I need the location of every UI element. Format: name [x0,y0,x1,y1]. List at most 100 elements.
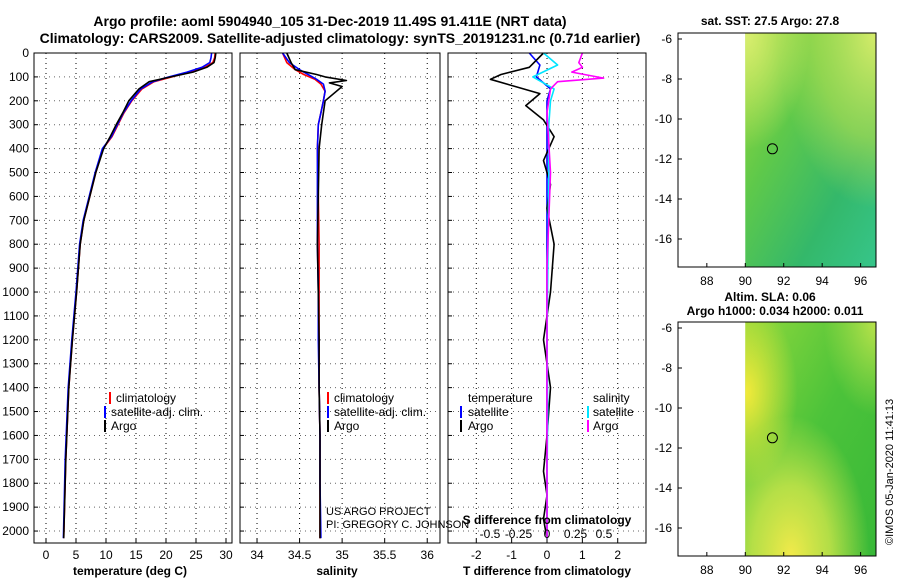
sst-lat-tick-labels: -6 -8 -10 -12 -14 -16 [655,32,682,246]
depth-tick-label: 1700 [2,452,29,466]
depth-tick-label: 300 [9,118,29,132]
difference-legend-salinity: salinity satellite Argo [587,391,634,433]
legend-climatology: climatology [116,391,176,405]
temperature-x-tick-labels: 0 5 10 15 20 25 30 [43,539,233,562]
x-tick-label: -2 [471,548,482,562]
temperature-panel: 0100200300400500600700800900100011001200… [2,46,233,578]
legend-swatch-s-argo [587,420,589,432]
temperature-series [62,52,217,539]
x-tick-label: 0 [544,548,551,562]
legend-s-satellite: satellite [593,405,634,419]
x-tick-label: 25 [189,548,203,562]
lat-tick-label: -14 [655,481,673,495]
depth-tick-label: 100 [9,70,29,84]
temperature-xlabel: temperature (deg C) [73,564,187,578]
sst-map-title: sat. SST: 27.5 Argo: 27.8 [701,14,840,28]
legend-t-argo: Argo [468,419,494,433]
lat-tick-label: -10 [655,401,673,415]
lon-tick-label: 90 [739,563,753,577]
temperature-legend: climatology satellite-adj. clim. Argo [104,391,203,433]
s-tick-label: -0.25 [505,527,533,541]
x-tick-label: 0 [43,548,50,562]
s-tick-label: 0.5 [596,527,613,541]
lon-tick-label: 96 [854,274,868,288]
legend-swatch-argo [104,420,106,432]
depth-tick-label: 1800 [2,476,29,490]
depth-tick-label: 500 [9,166,29,180]
depth-tick-label: 1300 [2,357,29,371]
salinity-frame [239,52,441,544]
sst-map-frame [677,32,877,268]
depth-tick-label: 200 [9,94,29,108]
temperature-frame [33,52,233,544]
depth-tick-label: 800 [9,237,29,251]
lon-tick-label: 92 [777,563,791,577]
argo-position-marker [766,143,778,155]
salinity-grid [240,52,440,543]
project-annotation: US ARGO PROJECT [326,506,431,518]
lat-tick-label: -6 [661,321,672,335]
depth-tick-label: 1600 [2,428,29,442]
lat-tick-label: -12 [655,441,673,455]
lat-tick-label: -12 [655,152,673,166]
legend-climatology: climatology [334,391,394,405]
lon-tick-label: 94 [815,274,829,288]
sst-field [745,33,876,267]
lat-tick-label: -16 [655,232,673,246]
depth-tick-label: 400 [9,142,29,156]
legend-argo: Argo [334,419,360,433]
depth-tick-label: 700 [9,213,29,227]
temperature-grid [34,52,232,543]
imos-credit: ©IMOS 05-Jan-2020 11:41:13 [884,399,896,545]
depth-tick-label: 1200 [2,333,29,347]
series-line-argo [286,52,348,539]
x-tick-label: -1 [506,548,517,562]
sla-lat-tick-labels: -6 -8 -10 -12 -14 -16 [655,321,682,535]
salinity-x-tick-labels: 34 34.5 35 35.5 36 [250,539,434,562]
depth-tick-label: 1000 [2,285,29,299]
x-tick-label: 1 [579,548,586,562]
figure-title-line2: Climatology: CARS2009. Satellite-adjuste… [40,30,641,46]
x-tick-label: 36 [421,548,435,562]
legend-s-argo: Argo [593,419,619,433]
lon-tick-label: 90 [739,274,753,288]
depth-tick-label: 2000 [2,524,29,538]
depth-tick-labels: 0 100 200 300 400 500 600 700 800 900 1000 1100 1200… [2,46,29,538]
legend-swatch-climatology [109,392,111,404]
lat-tick-label: -10 [655,112,673,126]
sla-map-subtitle: Argo h1000: 0.034 h2000: 0.011 [687,304,864,318]
depth-tick-label: 1500 [2,405,29,419]
lon-tick-label: 96 [854,563,868,577]
lon-tick-label: 88 [700,274,714,288]
legend-satellite-adj: satellite-adj. clim. [334,405,426,419]
s-difference-label: S difference from climatology [463,513,632,527]
t-difference-xlabel: T difference from climatology [463,564,631,578]
legend-swatch-satellite [104,406,106,418]
legend-t-satellite: satellite [468,405,509,419]
depth-tick-label: 900 [9,261,29,275]
legend-swatch-satellite [327,406,329,418]
legend-argo: Argo [111,419,137,433]
x-tick-label: 30 [219,548,233,562]
sla-high-region [745,322,876,556]
lon-tick-label: 92 [777,274,791,288]
series-line-salinity-argo [546,52,605,539]
s-difference-tick-labels: -0.5 -0.25 0 0.25 0.5 [480,527,613,541]
legend-swatch-climatology [327,392,329,404]
sla-map-panel: Altim. SLA: 0.06 Argo h1000: 0.034 h2000… [655,290,877,577]
pi-annotation: PI: GREGORY C. JOHNSON [326,519,469,531]
sst-lon-tick-labels: 88 90 92 94 96 [700,263,868,288]
depth-tick-label: 0 [22,46,29,60]
sla-map-frame [677,321,877,557]
x-tick-label: 35.5 [373,548,397,562]
sst-map-panel: sat. SST: 27.5 Argo: 27.8 -6-8-10-12-14-… [655,14,877,288]
lon-tick-label: 94 [815,563,829,577]
difference-series [489,52,605,539]
legend-swatch-t-argo [460,420,462,432]
series-line-satellite-adj-clim- [62,52,213,539]
difference-grid [448,52,646,543]
t-difference-tick-labels: -2 -1 0 1 2 [471,539,621,562]
series-line-salinity-satellite [532,52,559,539]
salinity-panel: 34 34.5 35 35.5 36 salinity climatology sate… [239,52,469,578]
